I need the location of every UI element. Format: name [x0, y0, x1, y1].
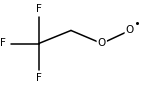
Text: F: F [0, 39, 5, 48]
Text: O: O [126, 25, 134, 35]
Text: F: F [36, 73, 42, 83]
Text: F: F [36, 4, 42, 14]
Text: O: O [98, 39, 106, 48]
Text: O: O [98, 39, 106, 48]
Text: O: O [126, 25, 134, 35]
